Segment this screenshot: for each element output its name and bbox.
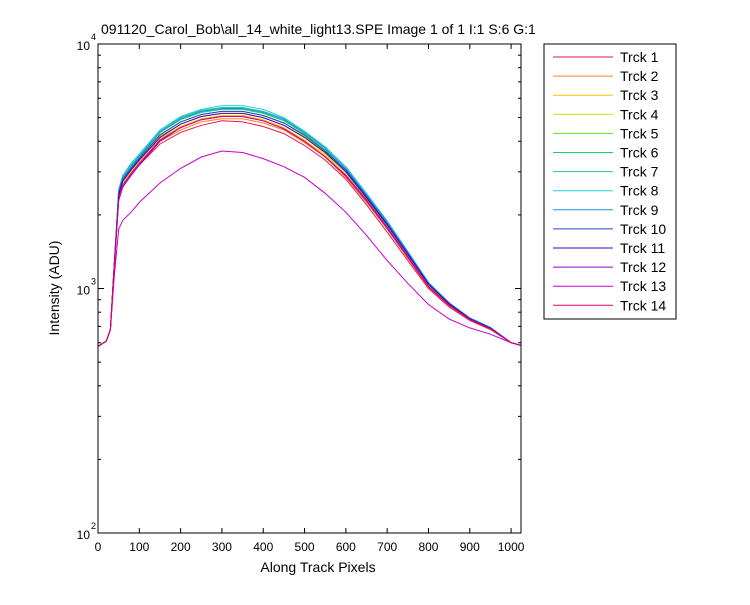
x-tick-label: 800: [418, 540, 438, 554]
y-tick-label: 10: [77, 39, 91, 53]
legend-label: Trck 6: [620, 145, 659, 161]
chart-title: 091120_Carol_Bob\all_14_white_light13.SP…: [101, 21, 536, 37]
y-tick-label: 10: [77, 284, 91, 298]
plot-area: [98, 44, 521, 533]
y-tick-exponent: 2: [91, 521, 96, 531]
y-axis-label: Intensity (ADU): [46, 241, 62, 336]
legend-label: Trck 14: [620, 297, 666, 313]
legend-label: Trck 7: [620, 164, 659, 180]
legend-label: Trck 3: [620, 87, 659, 103]
legend-label: Trck 1: [620, 49, 659, 65]
legend-label: Trck 10: [620, 221, 666, 237]
x-tick-label: 1000: [498, 540, 525, 554]
legend-label: Trck 2: [620, 68, 659, 84]
x-tick-label: 900: [460, 540, 480, 554]
series-line-11: [97, 112, 522, 347]
x-tick-label: 100: [129, 540, 149, 554]
legend: Trck 1 Trck 2 Trck 3 Trck 4 Trck 5 Trck 6 Trck…: [543, 43, 677, 320]
legend-label: Trck 9: [620, 202, 659, 218]
legend-label: Trck 5: [620, 125, 659, 141]
legend-label: Trck 4: [620, 106, 659, 122]
series-line-14: [97, 116, 522, 347]
x-tick-label: 700: [377, 540, 397, 554]
x-axis-label: Along Track Pixels: [260, 559, 375, 575]
x-tick-label: 500: [295, 540, 315, 554]
x-tick-label: 300: [212, 540, 232, 554]
x-tick-label: 400: [253, 540, 273, 554]
legend-label: Trck 13: [620, 278, 666, 294]
legend-label: Trck 12: [620, 259, 666, 275]
series-line-9: [97, 108, 522, 347]
y-tick-label: 10: [77, 528, 91, 542]
x-tick-label: 200: [171, 540, 191, 554]
legend-label: Trck 8: [620, 183, 659, 199]
series-line-13: [97, 150, 522, 347]
x-ticks: 0 100 200 300 400 500 600 700 800 900 1000: [95, 44, 525, 554]
y-tick-exponent: 3: [91, 277, 96, 287]
x-tick-label: 0: [95, 540, 102, 554]
legend-box: [543, 43, 677, 320]
y-tick-exponent: 4: [91, 32, 96, 42]
x-tick-label: 600: [336, 540, 356, 554]
legend-label: Trck 11: [620, 240, 665, 256]
legend-items: Trck 1 Trck 2 Trck 3 Trck 4 Trck 5 Trck 6 Trck…: [553, 49, 666, 313]
series-layer: [97, 105, 522, 347]
